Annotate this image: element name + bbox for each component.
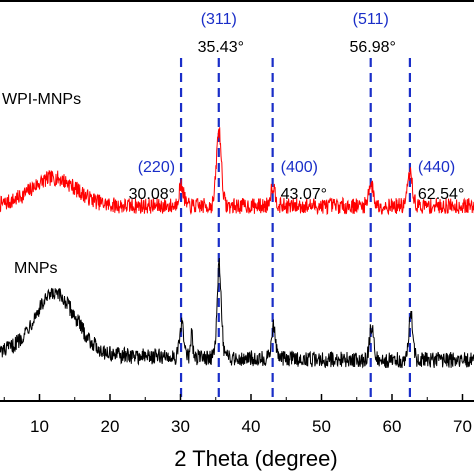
hkl-label: (400) bbox=[281, 159, 318, 176]
x-axis-label: 2 Theta (degree) bbox=[174, 446, 337, 471]
annotations: (220) 30.08° (311) 35.43° (400) 43.07° (511) 56… bbox=[129, 11, 465, 203]
angle-label: 35.43° bbox=[198, 39, 244, 56]
series-label-mnps: MNPs bbox=[14, 260, 58, 277]
series-label-wpi-mnps: WPI-MNPs bbox=[2, 91, 81, 108]
series-line-mnps bbox=[0, 257, 474, 369]
x-tick-label: 60 bbox=[383, 417, 402, 436]
axes bbox=[0, 0, 474, 402]
reference-lines bbox=[179, 58, 412, 401]
angle-label: 56.98° bbox=[349, 39, 395, 56]
x-tick-label: 10 bbox=[30, 417, 49, 436]
hkl-label: (440) bbox=[418, 159, 455, 176]
series-group bbox=[0, 127, 474, 369]
angle-label: 43.07° bbox=[281, 186, 327, 203]
angle-label: 30.08° bbox=[129, 186, 175, 203]
x-ticks: 10 20 30 40 50 60 70 bbox=[3, 394, 472, 436]
series-line-wpi-mnps bbox=[0, 127, 474, 216]
hkl-label: (220) bbox=[138, 159, 175, 176]
hkl-label: (311) bbox=[201, 11, 237, 28]
x-tick-label: 20 bbox=[101, 417, 120, 436]
x-tick-label: 30 bbox=[171, 417, 190, 436]
x-tick-label: 40 bbox=[242, 417, 261, 436]
x-tick-label: 70 bbox=[453, 417, 472, 436]
x-tick-label: 50 bbox=[312, 417, 331, 436]
hkl-label: (511) bbox=[353, 11, 389, 28]
angle-label: 62.54° bbox=[418, 186, 464, 203]
